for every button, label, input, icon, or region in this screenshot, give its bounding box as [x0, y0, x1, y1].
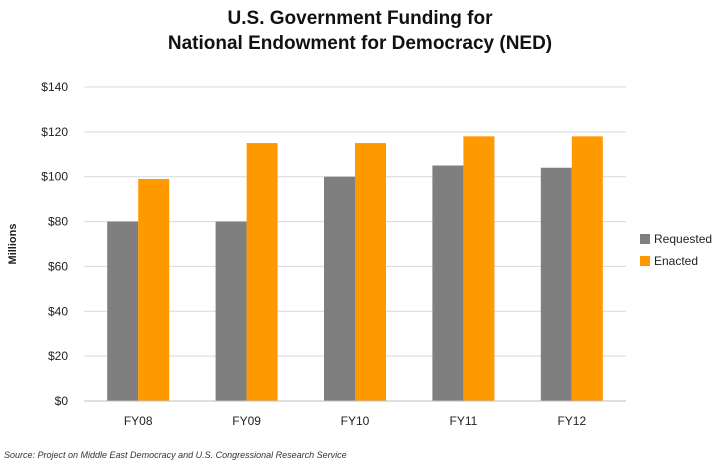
legend-item-enacted: Enacted: [640, 250, 712, 272]
chart-title-line-2: National Endowment for Democracy (NED): [167, 33, 553, 54]
bars: [107, 136, 603, 402]
y-tick-label: $0: [55, 394, 69, 408]
x-tick-label: FY09: [232, 414, 261, 428]
x-tick-label: FY11: [450, 414, 478, 428]
y-tick-label: $20: [48, 349, 68, 363]
y-tick-label: $140: [41, 80, 68, 94]
y-tick-label: $100: [41, 170, 68, 184]
y-tick-label: $60: [48, 259, 68, 273]
y-tick-label: $120: [41, 125, 68, 139]
bar-requested-fy08: [107, 221, 139, 401]
bar-requested-fy11: [432, 165, 464, 401]
gridlines: [84, 86, 626, 357]
x-tick-label: FY12: [557, 414, 586, 428]
legend-swatch-enacted: [640, 256, 650, 266]
chart-title-line-1: U.S. Government Funding for: [227, 8, 493, 29]
bar-enacted-fy11: [463, 136, 495, 402]
legend-item-requested: Requested: [640, 228, 712, 250]
axes: $0 $20 $40 $60 $80 $100 $120 $140 FY08 FY09 FY10 FY…: [41, 80, 626, 428]
x-tick-label: FY08: [124, 414, 153, 428]
chart-title: U.S. Government Funding for National End…: [0, 6, 720, 56]
y-tick-label: $40: [48, 304, 68, 318]
bar-enacted-fy12: [571, 136, 603, 402]
legend-swatch-requested: [640, 234, 650, 244]
x-tick-label: FY10: [341, 414, 370, 428]
bar-enacted-fy08: [138, 178, 170, 401]
bar-enacted-fy10: [355, 143, 386, 402]
bar-requested-fy09: [215, 221, 247, 401]
bar-requested-fy12: [540, 167, 572, 401]
legend-label-enacted: Enacted: [654, 254, 699, 268]
legend: Requested Enacted: [640, 228, 712, 272]
bar-requested-fy10: [324, 176, 355, 401]
y-tick-label: $80: [48, 215, 68, 229]
source-note: Source: Project on Middle East Democracy…: [4, 450, 347, 460]
bar-enacted-fy09: [246, 143, 278, 402]
legend-label-requested: Requested: [654, 232, 713, 246]
y-axis-label: Millions: [7, 224, 19, 265]
